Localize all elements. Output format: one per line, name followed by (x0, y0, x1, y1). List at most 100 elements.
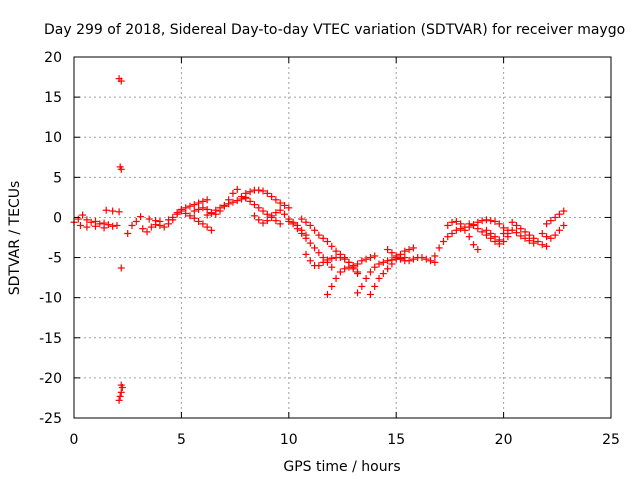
data-point (366, 254, 374, 262)
data-point (263, 217, 271, 225)
data-point (203, 223, 211, 231)
data-point (115, 208, 123, 216)
data-point (143, 228, 151, 236)
data-point (345, 263, 353, 271)
data-point (452, 217, 460, 225)
data-point (452, 226, 460, 234)
data-point (431, 252, 439, 260)
data-point (555, 226, 563, 234)
data-point (409, 255, 417, 263)
data-point (354, 270, 362, 278)
data-point (474, 218, 482, 226)
data-point (405, 257, 413, 265)
data-point (474, 246, 482, 254)
y-tick-label: 5 (53, 170, 62, 186)
data-point (457, 220, 465, 228)
data-point (478, 217, 486, 225)
data-point (113, 221, 121, 229)
data-point (396, 255, 404, 263)
data-point (405, 246, 413, 254)
data-point (182, 209, 190, 217)
data-point (79, 211, 87, 219)
data-point (431, 258, 439, 266)
data-point (293, 225, 301, 233)
data-point (323, 256, 331, 264)
data-point (263, 189, 271, 197)
data-point (547, 217, 555, 225)
data-point (250, 201, 258, 209)
data-point (276, 206, 284, 214)
axis-ticks (73, 56, 612, 419)
data-point (371, 252, 379, 260)
data-point (177, 207, 185, 215)
data-point (199, 197, 207, 205)
data-point (190, 207, 198, 215)
data-point (117, 388, 125, 396)
data-point (362, 274, 370, 282)
data-point (323, 290, 331, 298)
data-point (116, 392, 124, 400)
data-point (328, 242, 336, 250)
data-point (508, 218, 516, 226)
data-point (259, 219, 267, 227)
data-point (137, 213, 145, 221)
data-point (76, 221, 84, 229)
chart-title: Day 299 of 2018, Sidereal Day-to-day VTE… (44, 22, 625, 38)
x-tick-label: 20 (495, 432, 513, 448)
data-point (96, 220, 104, 228)
data-point (487, 217, 495, 225)
data-point (246, 188, 254, 196)
y-tick-label: -5 (48, 251, 62, 267)
y-tick-label: -10 (39, 291, 62, 307)
data-point (207, 226, 215, 234)
data-point (315, 249, 323, 257)
data-point (199, 204, 207, 212)
data-point (560, 221, 568, 229)
data-point (465, 233, 473, 241)
data-point (216, 204, 224, 212)
data-point (109, 222, 117, 230)
data-point (87, 218, 95, 226)
data-point (491, 233, 499, 241)
data-point (207, 209, 215, 217)
data-point (169, 213, 177, 221)
data-point (358, 257, 366, 265)
data-point (495, 236, 503, 244)
data-point (354, 289, 362, 297)
data-point (482, 226, 490, 234)
data-point (366, 268, 374, 276)
data-point (109, 207, 117, 215)
data-point (323, 238, 331, 246)
data-point (427, 257, 435, 265)
data-point (173, 209, 181, 217)
data-point (115, 396, 123, 404)
data-point (263, 210, 271, 218)
data-point (268, 193, 276, 201)
data-point (74, 215, 82, 223)
data-point (100, 224, 108, 232)
data-point (517, 225, 525, 233)
data-point (124, 229, 132, 237)
data-point (551, 213, 559, 221)
data-point (375, 274, 383, 282)
data-point (336, 268, 344, 276)
y-tick-label: 20 (44, 50, 62, 66)
data-point (102, 206, 110, 214)
data-point (392, 252, 400, 260)
data-point (229, 198, 237, 206)
data-point (302, 250, 310, 258)
data-point (195, 199, 203, 207)
data-point (233, 197, 241, 205)
y-tick-label: -25 (39, 411, 62, 427)
plot-frame (73, 56, 612, 419)
data-point (298, 229, 306, 237)
data-point (139, 225, 147, 233)
data-point (306, 257, 314, 265)
data-point (439, 238, 447, 246)
y-axis-label: SDTVAR / TECUs (7, 181, 23, 296)
data-point (332, 247, 340, 255)
data-point (349, 262, 357, 270)
data-point (543, 242, 551, 250)
data-point (272, 196, 280, 204)
data-point (306, 239, 314, 247)
